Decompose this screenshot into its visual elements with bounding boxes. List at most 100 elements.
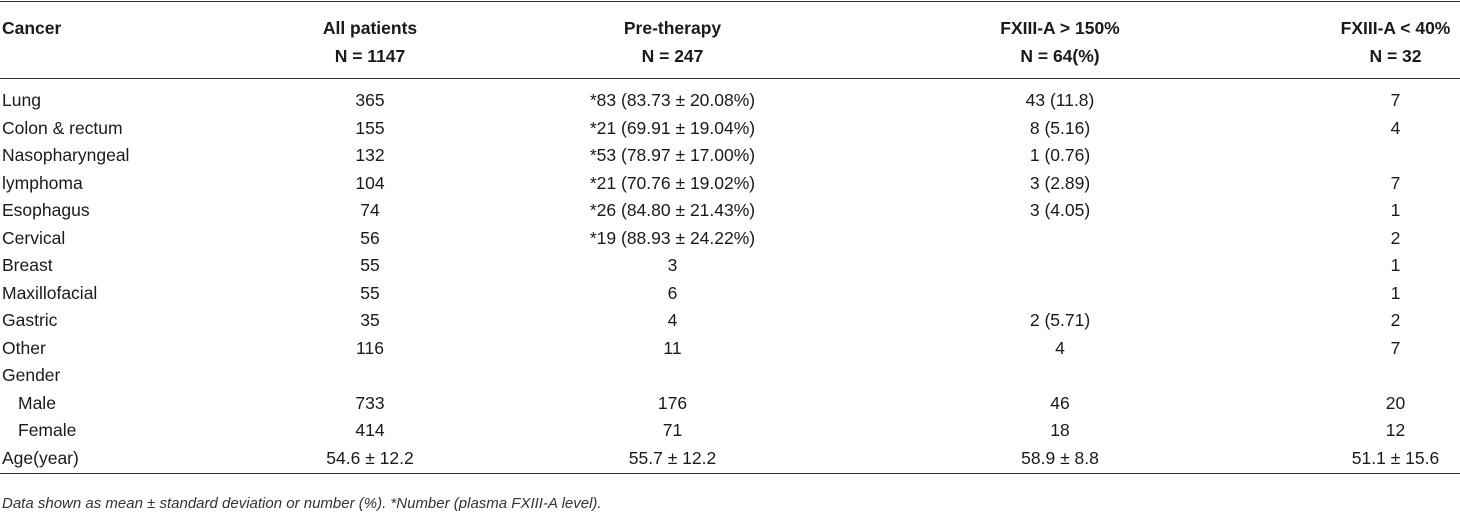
row-label: Female bbox=[18, 420, 77, 441]
table-row: Lung 365 *83 (83.73 ± 20.08%) 43 (11.8) 7 bbox=[0, 79, 1460, 115]
table-row: Other 116 11 4 7 bbox=[0, 335, 1460, 363]
cell: 12 bbox=[1385, 420, 1406, 441]
cell: *21 (69.91 ± 19.04%) bbox=[589, 117, 756, 138]
cell bbox=[845, 280, 1275, 308]
cell: 176 bbox=[657, 392, 688, 413]
cell: 1 (0.76) bbox=[1029, 145, 1091, 166]
header-line: N = 64(%) bbox=[1020, 46, 1100, 66]
column-header: Pre-therapy N = 247 bbox=[500, 2, 845, 79]
row-label: Age(year) bbox=[2, 447, 79, 468]
cell: 365 bbox=[355, 90, 385, 111]
cell: 8 (5.16) bbox=[1029, 117, 1091, 138]
column-header: Cancer bbox=[0, 2, 240, 79]
cell: 104 bbox=[355, 172, 385, 193]
cell: 6 bbox=[667, 282, 678, 303]
cell: 3 (2.89) bbox=[1029, 172, 1091, 193]
row-label: Male bbox=[18, 392, 56, 413]
row-label: Colon & rectum bbox=[2, 117, 123, 138]
cell: 3 (4.05) bbox=[1029, 200, 1091, 221]
cell: 7 bbox=[1390, 90, 1401, 111]
cell: 414 bbox=[355, 420, 385, 441]
table-row: Gender bbox=[0, 362, 1460, 390]
cell: 35 bbox=[360, 310, 380, 331]
cell bbox=[845, 362, 1275, 390]
table-row: Female 414 71 18 12 bbox=[0, 417, 1460, 445]
header-line: FXIII-A > 150% bbox=[1000, 18, 1120, 38]
table-row: Colon & rectum 155 *21 (69.91 ± 19.04%) 8 (… bbox=[0, 115, 1460, 143]
table-row: Esophagus 74 *26 (84.80 ± 21.43%) 3 (4.05) 1 bbox=[0, 197, 1460, 225]
table-row: Gastric 35 4 2 (5.71) 2 bbox=[0, 307, 1460, 335]
cell: 71 bbox=[662, 420, 683, 441]
cell: *21 (70.76 ± 19.02%) bbox=[589, 172, 756, 193]
table-row: Maxillofacial 55 6 1 bbox=[0, 280, 1460, 308]
cell bbox=[1275, 362, 1460, 390]
cell: 7 bbox=[1390, 172, 1401, 193]
header-line: N = 1147 bbox=[334, 46, 406, 66]
row-label: lymphoma bbox=[2, 172, 83, 193]
row-label: Esophagus bbox=[2, 200, 90, 221]
cell: 2 bbox=[1390, 227, 1401, 248]
cell: *26 (84.80 ± 21.43%) bbox=[589, 200, 756, 221]
cell: *83 (83.73 ± 20.08%) bbox=[589, 90, 756, 111]
row-label: Cervical bbox=[2, 227, 66, 248]
cell: 4 bbox=[1055, 337, 1065, 358]
row-label: Other bbox=[2, 337, 46, 358]
cell: 2 bbox=[1390, 310, 1401, 331]
cell: 2 (5.71) bbox=[1029, 310, 1091, 331]
column-header: FXIII-A > 150% N = 64(%) bbox=[845, 2, 1275, 79]
header-line: Cancer bbox=[2, 18, 62, 38]
row-label: Gastric bbox=[2, 310, 58, 331]
header-line: Pre-therapy bbox=[623, 18, 722, 38]
cell: 1 bbox=[1390, 255, 1401, 276]
table-row: Breast 55 3 1 bbox=[0, 252, 1460, 280]
cell: 11 bbox=[663, 337, 682, 358]
cell bbox=[845, 252, 1275, 280]
cell bbox=[500, 362, 845, 390]
cell: 43 (11.8) bbox=[1025, 90, 1095, 111]
column-header: All patients N = 1147 bbox=[240, 2, 500, 79]
cell: 4 bbox=[1390, 117, 1401, 138]
row-label: Maxillofacial bbox=[2, 282, 98, 303]
cell: 7 bbox=[1390, 337, 1401, 358]
table-header: Cancer All patients N = 1147 Pre-therapy N =… bbox=[0, 1, 1460, 79]
cell bbox=[1275, 142, 1460, 170]
header-line: All patients bbox=[322, 18, 418, 38]
cell: 55.7 ± 12.2 bbox=[628, 447, 717, 468]
cell: 55 bbox=[360, 282, 380, 303]
cell: 3 bbox=[667, 255, 678, 276]
table-row: Cervical 56 *19 (88.93 ± 24.22%) 2 bbox=[0, 225, 1460, 253]
row-label: Lung bbox=[2, 90, 41, 111]
cell: 733 bbox=[355, 392, 385, 413]
cell: *19 (88.93 ± 24.22%) bbox=[589, 227, 756, 248]
cell: 116 bbox=[356, 337, 384, 358]
data-table: Cancer All patients N = 1147 Pre-therapy N =… bbox=[0, 1, 1460, 474]
column-header: FXIII-A < 40% N = 32 bbox=[1275, 2, 1460, 79]
row-label: Breast bbox=[2, 255, 53, 276]
cell bbox=[845, 225, 1275, 253]
cell: 46 bbox=[1050, 392, 1070, 413]
table-row: Nasopharyngeal 132 *53 (78.97 ± 17.00%) 1 (… bbox=[0, 142, 1460, 170]
cell: 1 bbox=[1390, 282, 1401, 303]
cell: 55 bbox=[360, 255, 380, 276]
cell: 51.1 ± 15.6 bbox=[1351, 447, 1440, 468]
cell: 56 bbox=[360, 227, 380, 248]
cell: 1 bbox=[1390, 200, 1401, 221]
cell: 155 bbox=[355, 117, 385, 138]
table-body: Lung 365 *83 (83.73 ± 20.08%) 43 (11.8) 7 Col… bbox=[0, 79, 1460, 474]
header-line: FXIII-A < 40% bbox=[1340, 18, 1451, 38]
cell: 18 bbox=[1050, 420, 1070, 441]
table-row: lymphoma 104 *21 (70.76 ± 19.02%) 3 (2.89) 7 bbox=[0, 170, 1460, 198]
cell: 58.9 ± 8.8 bbox=[1021, 447, 1099, 468]
cell: 20 bbox=[1385, 392, 1406, 413]
table-row: Male 733 176 46 20 bbox=[0, 390, 1460, 418]
cell: 74 bbox=[360, 200, 380, 221]
table-row: Age(year) 54.6 ± 12.2 55.7 ± 12.2 58.9 ± 8.… bbox=[0, 445, 1460, 474]
cell: 4 bbox=[667, 310, 678, 331]
cell: *53 (78.97 ± 17.00%) bbox=[589, 145, 756, 166]
header-line: N = 247 bbox=[641, 46, 704, 66]
header-line: N = 32 bbox=[1369, 46, 1422, 66]
row-label: Nasopharyngeal bbox=[2, 145, 130, 166]
footnote: Data shown as mean ± standard deviation … bbox=[2, 495, 602, 512]
row-label: Gender bbox=[2, 365, 61, 386]
